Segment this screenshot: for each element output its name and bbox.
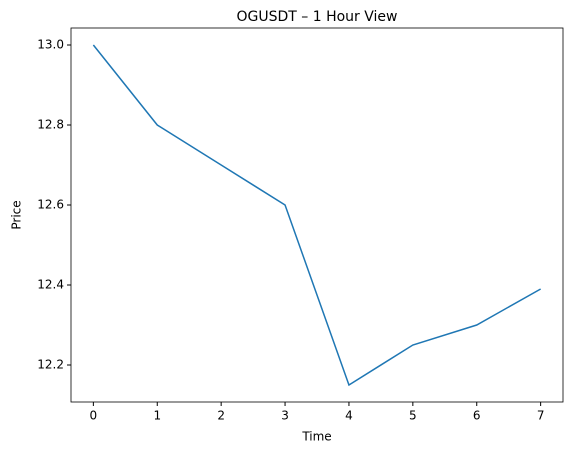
x-tick-label: 4 — [345, 409, 353, 423]
x-tick-label: 6 — [473, 409, 481, 423]
x-tick-label: 2 — [217, 409, 225, 423]
x-tick-label: 3 — [281, 409, 289, 423]
y-tick-label: 12.2 — [37, 358, 64, 372]
y-tick-label: 12.6 — [37, 198, 64, 212]
chart-title: OGUSDT – 1 Hour View — [237, 9, 398, 25]
x-tick-label: 5 — [409, 409, 417, 423]
x-tick-label: 0 — [90, 409, 98, 423]
price-line — [92, 44, 542, 387]
x-tick-label: 7 — [537, 409, 545, 423]
y-tick-label: 12.4 — [37, 278, 64, 292]
x-tick-label: 1 — [153, 409, 161, 423]
y-axis-label: Price — [10, 200, 24, 229]
plot-frame — [70, 27, 564, 403]
y-tick-label: 13.0 — [37, 38, 64, 52]
x-axis-label: Time — [301, 430, 331, 444]
y-tick-label: 12.8 — [37, 118, 64, 132]
